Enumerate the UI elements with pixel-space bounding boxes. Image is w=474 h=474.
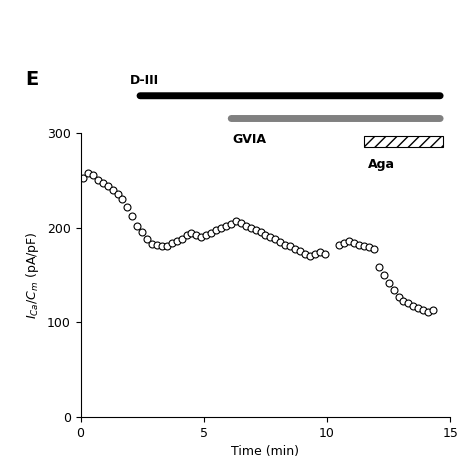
Text: E: E	[25, 70, 38, 89]
Y-axis label: $I_{Ca}/C_m$ (pA/pF): $I_{Ca}/C_m$ (pA/pF)	[25, 231, 41, 319]
Text: D-III: D-III	[130, 74, 159, 87]
Bar	[364, 136, 443, 147]
Text: GVIA: GVIA	[232, 133, 266, 146]
X-axis label: Time (min): Time (min)	[231, 446, 300, 458]
Text: Aga: Aga	[368, 158, 395, 171]
